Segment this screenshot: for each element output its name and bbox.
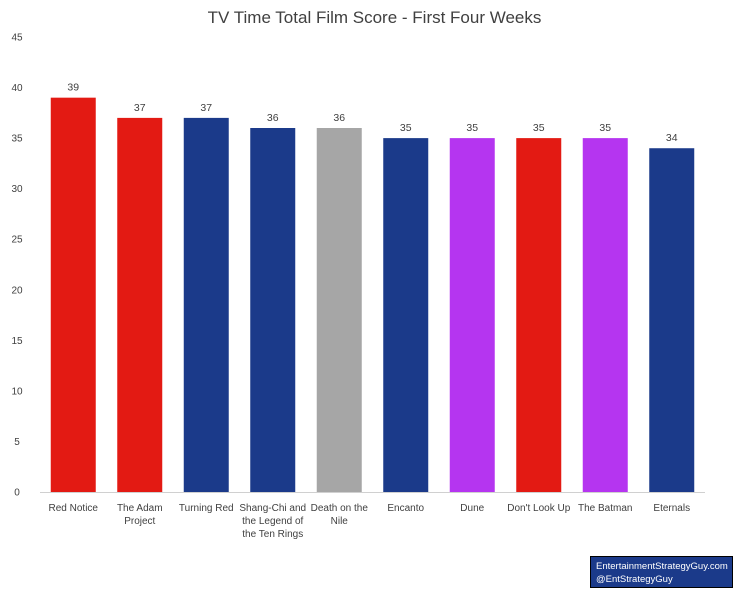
credit-handle: @EntStrategyGuy <box>596 574 673 585</box>
y-tick-label: 0 <box>14 488 20 499</box>
category-label: Dune <box>460 503 484 514</box>
y-tick-label: 10 <box>11 386 23 397</box>
category-label: Turning Red <box>179 503 234 514</box>
data-label: 37 <box>134 102 146 114</box>
y-tick-label: 30 <box>11 184 23 195</box>
bar <box>383 138 429 492</box>
credit-website: EntertainmentStrategyGuy.com <box>596 561 728 572</box>
data-labels: 39 37 37 36 36 35 35 35 35 34 <box>67 82 677 145</box>
bar <box>316 128 362 492</box>
category-label-line: The Batman <box>578 503 632 514</box>
bars <box>50 97 695 493</box>
y-tick-label: 45 <box>11 33 23 44</box>
category-label-line: Encanto <box>387 503 424 514</box>
data-label: 35 <box>400 122 412 134</box>
data-label: 37 <box>200 102 212 114</box>
category-label: Red Notice <box>49 503 99 514</box>
category-label-line: Death on the <box>311 503 369 514</box>
bar <box>582 138 628 492</box>
data-label: 36 <box>333 112 345 124</box>
category-label-line: Eternals <box>653 503 690 514</box>
bar <box>449 138 495 492</box>
category-label-line: the Ten Rings <box>242 529 303 540</box>
data-label: 34 <box>666 132 678 144</box>
chart-title: TV Time Total Film Score - First Four We… <box>207 8 542 27</box>
category-label-line: Red Notice <box>49 503 99 514</box>
y-tick-label: 15 <box>11 336 23 347</box>
y-tick-label: 40 <box>11 83 23 94</box>
category-label-line: Turning Red <box>179 503 234 514</box>
x-axis: Red Notice The Adam Project Turning Red Shan… <box>40 492 705 540</box>
y-tick-label: 25 <box>11 235 23 246</box>
data-label: 36 <box>267 112 279 124</box>
category-label: Eternals <box>653 503 690 514</box>
category-label-line: Project <box>124 516 155 527</box>
category-label-line: Don't Look Up <box>507 503 570 514</box>
credit-box: EntertainmentStrategyGuy.com @EntStrateg… <box>590 556 733 588</box>
bar <box>183 117 229 492</box>
category-label-line: Shang-Chi and <box>239 503 306 514</box>
y-tick-label: 5 <box>14 437 20 448</box>
category-label-line: The Adam <box>117 503 163 514</box>
category-label: The Adam Project <box>117 503 163 527</box>
bar <box>117 117 163 492</box>
category-label-line: Nile <box>331 516 349 527</box>
bar <box>50 97 96 493</box>
data-label: 35 <box>466 122 478 134</box>
category-label: Death on the Nile <box>311 503 369 527</box>
y-tick-label: 20 <box>11 285 23 296</box>
data-label: 39 <box>67 82 79 94</box>
category-label: Shang-Chi and the Legend of the Ten Rings <box>239 503 306 540</box>
category-label: The Batman <box>578 503 632 514</box>
data-label: 35 <box>533 122 545 134</box>
bar <box>516 138 562 492</box>
category-label-line: the Legend of <box>242 516 303 527</box>
y-axis: 0 5 10 15 20 25 30 35 40 45 <box>11 33 23 499</box>
category-label: Encanto <box>387 503 424 514</box>
category-label: Don't Look Up <box>507 503 570 514</box>
bar <box>649 148 695 492</box>
bar <box>250 128 296 492</box>
data-label: 35 <box>599 122 611 134</box>
y-tick-label: 35 <box>11 134 23 145</box>
category-label-line: Dune <box>460 503 484 514</box>
